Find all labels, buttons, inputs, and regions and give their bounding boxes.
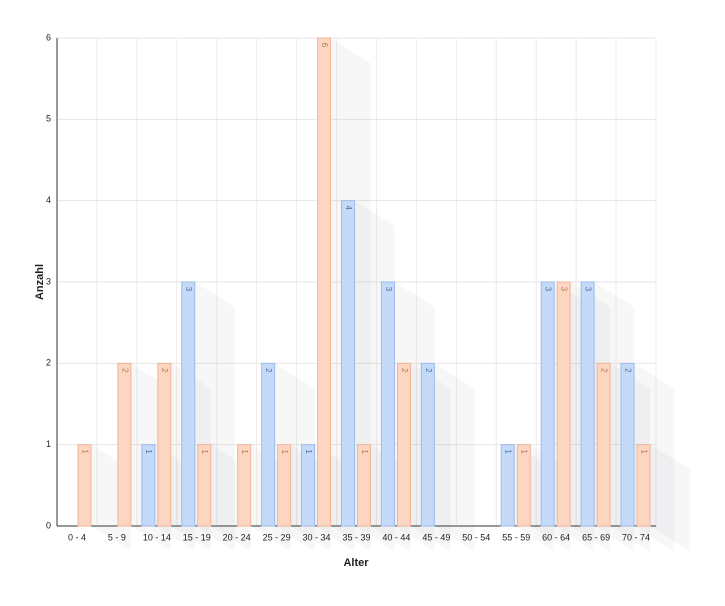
x-tick-label: 30 - 34 <box>303 532 331 542</box>
data-label: 1 <box>504 449 513 454</box>
data-label: 2 <box>120 368 129 373</box>
bar <box>556 281 571 527</box>
data-label: 2 <box>264 368 273 373</box>
x-tick-label: 40 - 44 <box>382 532 410 542</box>
data-label: 2 <box>400 368 409 373</box>
bar <box>301 444 316 527</box>
x-tick-label: 60 - 64 <box>542 532 570 542</box>
y-axis-title: Anzahl <box>34 264 46 300</box>
bar <box>580 281 595 527</box>
data-label: 1 <box>144 449 153 454</box>
bar <box>197 444 212 527</box>
bar <box>157 362 172 527</box>
y-tick-label: 0 <box>46 520 51 530</box>
data-label: 2 <box>623 368 632 373</box>
bar <box>277 444 292 527</box>
bar <box>77 444 92 527</box>
bar <box>237 444 252 527</box>
bar-shadow <box>434 363 475 551</box>
data-label: 1 <box>200 449 209 454</box>
bar <box>141 444 156 527</box>
data-label: 3 <box>184 287 193 292</box>
x-tick-label: 65 - 69 <box>582 532 610 542</box>
x-tick-label: 35 - 39 <box>342 532 370 542</box>
data-label: 2 <box>424 368 433 373</box>
data-label: 1 <box>240 449 249 454</box>
x-tick-label: 45 - 49 <box>422 532 450 542</box>
data-label: 3 <box>583 287 592 292</box>
bar <box>420 362 435 527</box>
bar <box>500 444 515 527</box>
data-label: 2 <box>599 368 608 373</box>
x-tick-label: 55 - 59 <box>502 532 530 542</box>
data-label: 3 <box>384 287 393 292</box>
data-label: 1 <box>639 449 648 454</box>
bar <box>396 362 411 527</box>
data-label: 1 <box>304 449 313 454</box>
x-tick-label: 10 - 14 <box>143 532 171 542</box>
bar <box>181 281 196 527</box>
data-label: 1 <box>80 449 89 454</box>
bar <box>620 362 635 527</box>
bar <box>317 37 332 527</box>
bar <box>596 362 611 527</box>
data-label: 1 <box>360 449 369 454</box>
bar <box>357 444 371 527</box>
x-tick-label: 25 - 29 <box>263 532 291 542</box>
bar <box>636 444 651 527</box>
y-tick-label: 5 <box>46 114 51 124</box>
bar <box>516 444 531 527</box>
data-label: 4 <box>344 205 353 210</box>
x-tick-label: 70 - 74 <box>622 532 650 542</box>
bar <box>117 362 132 527</box>
x-tick-label: 15 - 19 <box>183 532 211 542</box>
x-tick-label: 20 - 24 <box>223 532 251 542</box>
y-tick-label: 3 <box>46 276 51 286</box>
data-label: 2 <box>160 368 169 373</box>
bar <box>261 362 276 527</box>
data-label: 3 <box>544 287 553 292</box>
y-tick-label: 4 <box>46 195 51 205</box>
data-label: 3 <box>560 287 569 292</box>
y-tick-label: 1 <box>46 439 51 449</box>
bar-shadow <box>650 444 691 551</box>
y-tick-label: 2 <box>46 358 51 368</box>
bar <box>341 200 355 527</box>
y-tick-label: 6 <box>46 32 51 42</box>
x-tick-label: 5 - 9 <box>108 532 126 542</box>
x-axis-title: Alter <box>343 557 369 569</box>
bar <box>380 281 395 527</box>
data-label: 1 <box>520 449 529 454</box>
data-label: 6 <box>320 43 329 48</box>
x-tick-label: 50 - 54 <box>462 532 490 542</box>
bar <box>540 281 555 527</box>
data-label: 1 <box>280 449 289 454</box>
x-tick-label: 0 - 4 <box>68 532 86 542</box>
